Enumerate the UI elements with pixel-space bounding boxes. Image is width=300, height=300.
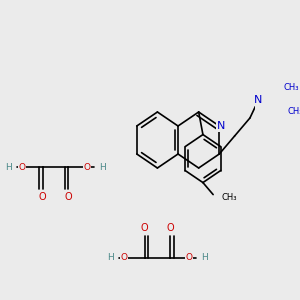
- Text: O: O: [167, 223, 174, 233]
- Text: N: N: [217, 121, 225, 131]
- Text: O: O: [19, 163, 26, 172]
- Text: O: O: [121, 254, 128, 262]
- Text: H: H: [5, 163, 12, 172]
- Text: H: H: [107, 254, 114, 262]
- Text: CH₃: CH₃: [284, 82, 299, 91]
- Text: H: H: [201, 254, 208, 262]
- Text: CH₃: CH₃: [222, 193, 237, 202]
- Text: O: O: [185, 254, 192, 262]
- Text: O: O: [39, 192, 46, 202]
- Text: N: N: [254, 95, 262, 105]
- Text: O: O: [64, 192, 72, 202]
- Text: H: H: [99, 163, 105, 172]
- Text: CH₃: CH₃: [287, 106, 300, 116]
- Text: O: O: [83, 163, 90, 172]
- Text: O: O: [141, 223, 148, 233]
